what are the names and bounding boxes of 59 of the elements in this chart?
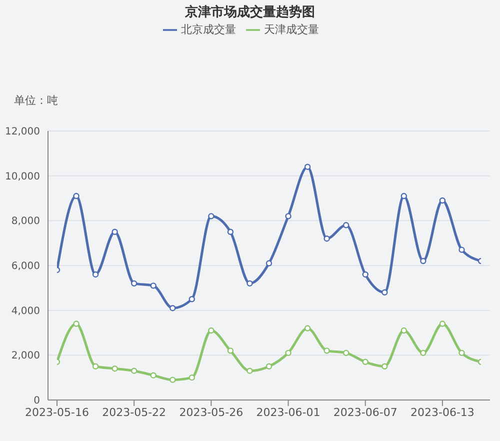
legend-label: 天津成交量	[264, 23, 319, 36]
point	[342, 350, 350, 356]
point	[458, 246, 465, 253]
point	[362, 358, 368, 365]
point	[342, 222, 350, 228]
point	[246, 280, 253, 287]
x-tick-label: 2023-06-01	[256, 406, 320, 419]
y-tick-label: 6,000	[11, 261, 40, 272]
point	[266, 260, 272, 266]
x-tick-label: 2023-05-16	[25, 406, 89, 419]
point	[246, 368, 253, 374]
point	[420, 258, 426, 264]
point	[458, 350, 465, 356]
point	[382, 363, 388, 370]
point	[227, 348, 234, 354]
x-tick-label: 2023-06-13	[410, 406, 474, 419]
point	[170, 376, 176, 383]
point	[439, 197, 446, 204]
y-tick-label: 2,000	[11, 350, 40, 362]
x-tick-label: 2023-05-22	[102, 406, 166, 419]
point	[266, 363, 272, 370]
point	[188, 374, 196, 381]
point	[304, 325, 311, 332]
point	[73, 320, 80, 327]
x-tick-label: 2023-05-26	[179, 406, 244, 419]
point	[150, 372, 156, 378]
y-axis-title: 单位：吨	[14, 93, 58, 108]
point	[92, 363, 99, 370]
point	[170, 304, 176, 312]
point	[324, 236, 330, 242]
point	[400, 327, 408, 334]
y-tick-label: 0	[34, 396, 40, 407]
point	[130, 368, 138, 374]
point	[324, 348, 330, 354]
point	[420, 350, 426, 356]
point	[188, 296, 196, 302]
point	[112, 228, 118, 235]
point	[130, 280, 138, 287]
point	[362, 271, 368, 278]
point	[150, 282, 156, 289]
point	[304, 164, 311, 170]
point	[73, 192, 80, 200]
legend-label: 北京成交量	[181, 23, 236, 36]
point	[112, 366, 118, 372]
y-tick-label: 10,000	[5, 171, 40, 182]
chart-title: 京津市场成交量趋势图	[184, 4, 316, 21]
x-tick-label: 2023-06-07	[333, 406, 398, 419]
point	[92, 271, 99, 278]
y-tick-label: 4,000	[11, 306, 40, 317]
point	[208, 213, 214, 220]
point	[285, 350, 292, 356]
y-tick-label: 12,000	[5, 126, 40, 138]
point	[400, 192, 408, 200]
point	[285, 213, 292, 220]
point	[208, 327, 214, 334]
point	[227, 228, 234, 235]
y-tick-label: 8,000	[11, 216, 40, 228]
point	[439, 320, 446, 327]
point	[382, 289, 388, 296]
